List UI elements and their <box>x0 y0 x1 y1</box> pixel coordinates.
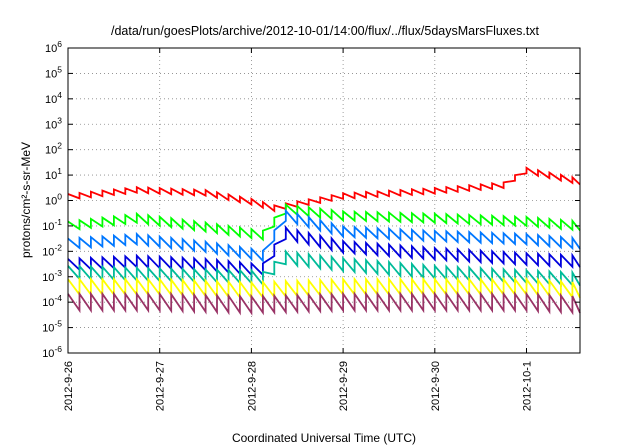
series-line <box>67 202 581 242</box>
x-tick-label: 2012-9-30 <box>430 361 442 411</box>
x-tick-label: 2012-9-27 <box>155 361 167 411</box>
y-tick-label: 10-5 <box>42 319 62 335</box>
y-tick-label: 102 <box>45 141 62 157</box>
y-tick-label: 10-4 <box>42 293 62 309</box>
y-tick-label: 100 <box>45 192 62 208</box>
series-line <box>67 248 581 288</box>
y-tick-label: 10-2 <box>42 242 62 258</box>
y-tick-label: 103 <box>45 115 62 131</box>
series-line <box>67 166 581 213</box>
series-line <box>67 208 581 264</box>
x-tick-label: 2012-9-26 <box>63 361 75 411</box>
y-tick-label: 101 <box>45 166 62 182</box>
y-tick-label: 105 <box>45 64 62 80</box>
series-layer <box>67 166 581 316</box>
y-tick-label: 106 <box>45 39 62 55</box>
y-tick-label: 10-1 <box>42 217 62 233</box>
y-axis-label: protons/cm²-s-sr-MeV <box>19 142 33 258</box>
x-tick-label: 2012-9-29 <box>338 361 350 411</box>
series-line <box>67 290 581 316</box>
series-line <box>67 276 581 301</box>
x-tick-label: 2012-9-28 <box>246 361 258 411</box>
y-tick-label: 104 <box>45 90 62 106</box>
x-tick-label: 2012-10-1 <box>522 361 534 411</box>
y-tick-label: 10-6 <box>42 344 62 360</box>
y-tick-label: 10-3 <box>42 268 62 284</box>
series-line <box>67 225 581 278</box>
chart-title: /data/run/goesPlots/archive/2012-10-01/1… <box>111 24 540 38</box>
ticks: 10-6 10-5 10-4 10-3 10-2 10-1 100 101 102 103 104 1… <box>42 39 580 411</box>
x-axis-label: Coordinated Universal Time (UTC) <box>232 431 416 445</box>
